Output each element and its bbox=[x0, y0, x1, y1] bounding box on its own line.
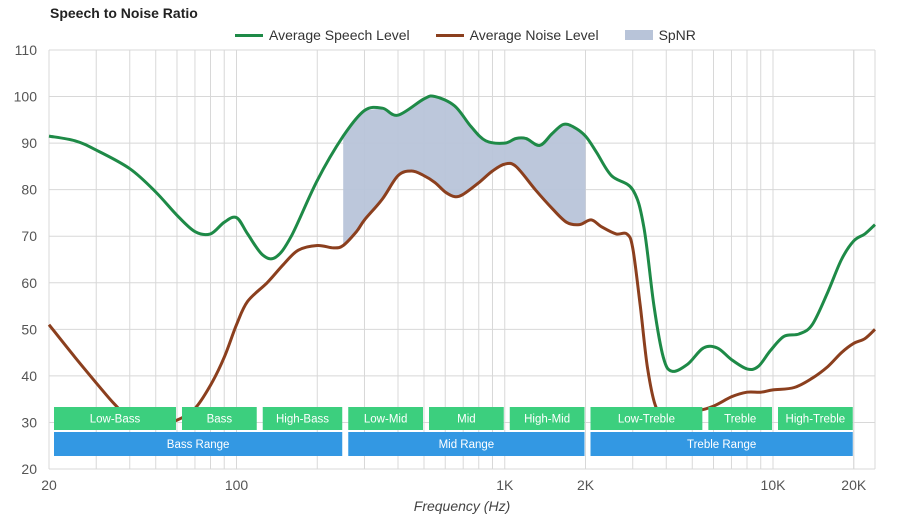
x-axis-label: Frequency (Hz) bbox=[414, 498, 510, 514]
legend-label-speech: Average Speech Level bbox=[269, 27, 410, 43]
band-low-treble: Low-Treble bbox=[590, 407, 703, 430]
band-low-mid: Low-Mid bbox=[348, 407, 424, 430]
x-tick-label: 2K bbox=[577, 477, 595, 493]
x-tick-label: 20K bbox=[841, 477, 867, 493]
band-rect bbox=[429, 407, 504, 430]
range-band-treble-range: Treble Range bbox=[590, 432, 853, 456]
x-tick-label: 1K bbox=[496, 477, 514, 493]
range-band-rect bbox=[54, 432, 343, 456]
band-rect bbox=[54, 407, 176, 430]
y-tick-label: 60 bbox=[21, 275, 37, 291]
y-tick-label: 90 bbox=[21, 135, 37, 151]
band-bass: Bass bbox=[181, 407, 257, 430]
series-line-noise bbox=[47, 161, 877, 427]
y-tick-label: 50 bbox=[21, 321, 37, 337]
band-label: Mid bbox=[457, 414, 476, 426]
legend-label-spnr: SpNR bbox=[658, 27, 696, 43]
band-rect bbox=[590, 407, 703, 430]
y-tick-label: 20 bbox=[21, 461, 37, 477]
band-rect bbox=[262, 407, 343, 430]
x-tick-label: 20 bbox=[41, 477, 57, 493]
range-band-label: Treble Range bbox=[687, 439, 756, 451]
y-tick-label: 30 bbox=[21, 414, 37, 430]
spnr-area bbox=[343, 96, 586, 246]
range-band-bass-range: Bass Range bbox=[54, 432, 343, 456]
y-tick-label: 100 bbox=[14, 89, 38, 105]
legend-swatch-noise bbox=[435, 33, 464, 37]
legend-swatch-spnr bbox=[624, 30, 653, 40]
x-tick-label: 10K bbox=[761, 477, 787, 493]
legend-item-speech[interactable]: Average Speech Level bbox=[235, 27, 410, 43]
legend-swatch-speech bbox=[235, 33, 263, 37]
legend-item-spnr[interactable]: SpNR bbox=[624, 27, 696, 43]
range-band-rect bbox=[590, 432, 853, 456]
range-band-label: Bass Range bbox=[167, 439, 230, 451]
band-high-bass: High-Bass bbox=[262, 407, 343, 430]
x-tick-label: 100 bbox=[225, 477, 249, 493]
spnr-fill-layer bbox=[343, 96, 586, 246]
band-treble: Treble bbox=[708, 407, 773, 430]
band-label: Treble bbox=[724, 414, 756, 426]
band-rect bbox=[778, 407, 853, 430]
range-band-label: Mid Range bbox=[439, 439, 495, 451]
band-high-treble: High-Treble bbox=[778, 407, 853, 430]
band-label: High-Mid bbox=[524, 414, 570, 426]
grid bbox=[48, 49, 876, 470]
band-high-mid: High-Mid bbox=[509, 407, 585, 430]
band-rect bbox=[181, 407, 257, 430]
legend-label-noise: Average Noise Level bbox=[469, 27, 599, 43]
band-label: Low-Bass bbox=[90, 414, 141, 426]
band-label: Bass bbox=[207, 414, 233, 426]
series-line-speech bbox=[48, 94, 877, 373]
range-band-rect bbox=[348, 432, 585, 456]
band-mid: Mid bbox=[429, 407, 504, 430]
y-tick-label: 80 bbox=[21, 182, 37, 198]
y-tick-label: 40 bbox=[21, 368, 37, 384]
y-tick-label: 110 bbox=[15, 42, 38, 58]
band-rect bbox=[509, 407, 585, 430]
band-rect bbox=[348, 407, 424, 430]
band-low-bass: Low-Bass bbox=[54, 407, 176, 430]
series-layer bbox=[47, 94, 877, 427]
range-band-mid-range: Mid Range bbox=[348, 432, 585, 456]
band-label: High-Bass bbox=[276, 414, 329, 426]
band-layer: Low-Bass Bass High-Bass Low-Mid Mid High-Mid L… bbox=[54, 407, 853, 456]
axis-layer: 20 30 40 50 60 70 80 90 100 110 20 100 1K 2K 10K 20K bbox=[14, 42, 867, 493]
legend: Average Speech Level Average Noise Level… bbox=[235, 27, 722, 43]
band-label: Low-Mid bbox=[364, 414, 407, 426]
band-label: High-Treble bbox=[786, 414, 846, 426]
chart-title: Speech to Noise Ratio bbox=[50, 5, 198, 21]
legend-item-noise[interactable]: Average Noise Level bbox=[435, 27, 599, 43]
y-tick-label: 70 bbox=[21, 228, 37, 244]
band-label: Low-Treble bbox=[618, 414, 675, 426]
band-rect bbox=[708, 407, 773, 430]
